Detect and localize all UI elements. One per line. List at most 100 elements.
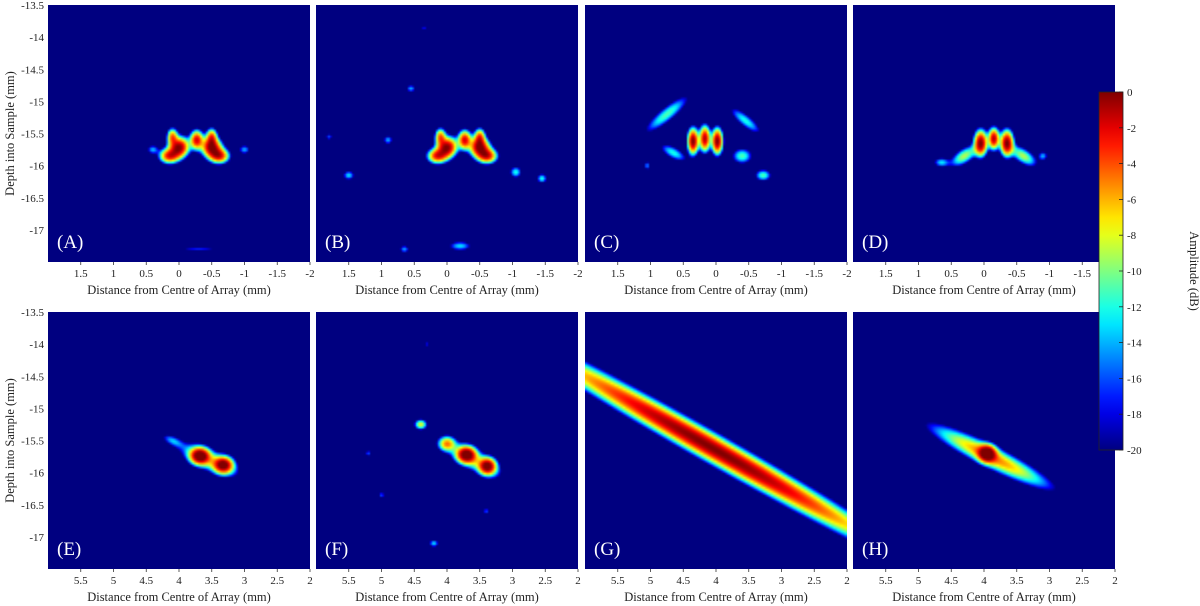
y-tick-label: -13.5 xyxy=(21,307,44,319)
colorbar: 0 -2 -4 -6 -8 -10 -12 -14 -16 -18 -20 Amplitude (dB… xyxy=(1098,87,1200,457)
x-tick-label: 0.5 xyxy=(944,268,958,280)
x-tick-label: 4 xyxy=(981,575,987,587)
x-tick-label: -0.5 xyxy=(203,268,221,280)
x-tick-label: 0 xyxy=(981,268,987,280)
x-tick-label: 2 xyxy=(1112,575,1118,587)
y-tick-label: -14 xyxy=(29,339,44,351)
x-tick-label: 0 xyxy=(444,268,450,280)
x-tick-label: 4 xyxy=(444,575,450,587)
x-tick-label: 0.5 xyxy=(407,268,421,280)
panels-layer: (A) 1.5 1 0.5 0 -0.5 -1 -1.5 -2 Distance from Cen… xyxy=(48,5,1120,604)
panel-label: (B) xyxy=(325,232,350,253)
y-tick-label: -15 xyxy=(29,96,44,108)
panel-label: (G) xyxy=(594,539,620,560)
x-tick-label: 5.5 xyxy=(611,575,625,587)
y-axis-row-2: -13.5 -14 -14.5 -15 -15.5 -16 -16.5 -17 Depth in… xyxy=(3,307,44,544)
x-tick-label: -1 xyxy=(508,268,517,280)
x-tick-label: 1 xyxy=(379,268,385,280)
x-tick-label: -1 xyxy=(240,268,249,280)
colorbar-tick-label: -4 xyxy=(1127,159,1137,171)
y-tick-label: -14 xyxy=(29,32,44,44)
y-tick-label: -15.5 xyxy=(21,129,44,141)
colorbar-tick-label: -8 xyxy=(1127,230,1137,242)
x-tick-label: 5 xyxy=(916,575,922,587)
x-tick-label: -1 xyxy=(1045,268,1054,280)
x-tick-label: 0 xyxy=(176,268,182,280)
x-tick-label: 3.5 xyxy=(1010,575,1024,587)
x-tick-label: -0.5 xyxy=(740,268,758,280)
heatmap-image xyxy=(853,312,1115,569)
x-tick-labels: 5.5 5 4.5 4 3.5 3 2.5 2 xyxy=(879,569,1118,587)
x-tick-label: -1.5 xyxy=(806,268,824,280)
x-tick-label: 2.5 xyxy=(538,575,552,587)
x-axis-label: Distance from Centre of Array (mm) xyxy=(624,590,808,604)
panel-b: (B) 1.5 1 0.5 0 -0.5 -1 -1.5 -2 Distance from Cen… xyxy=(316,5,583,297)
y-tick-label: -15 xyxy=(29,403,44,415)
heatmap-image xyxy=(585,312,847,569)
x-tick-label: 1.5 xyxy=(342,268,356,280)
x-tick-label: -2 xyxy=(573,268,582,280)
x-tick-label: -1.5 xyxy=(1074,268,1092,280)
x-tick-label: 4.5 xyxy=(407,575,421,587)
y-tick-label: -14.5 xyxy=(21,64,44,76)
y-tick-label: -13.5 xyxy=(21,0,44,12)
heatmap-image xyxy=(316,312,578,569)
x-axis-label: Distance from Centre of Array (mm) xyxy=(892,283,1076,297)
x-tick-label: 3.5 xyxy=(205,575,219,587)
x-tick-label: 3 xyxy=(510,575,516,587)
x-tick-label: 4.5 xyxy=(139,575,153,587)
panel-e: (E) 5.5 5 4.5 4 3.5 3 2.5 2 Distance from Centre … xyxy=(48,312,313,604)
x-tick-label: 0.5 xyxy=(676,268,690,280)
x-tick-label: 3.5 xyxy=(473,575,487,587)
colorbar-tick-label: -2 xyxy=(1127,123,1136,135)
x-tick-label: 2 xyxy=(307,575,313,587)
x-tick-label: 5.5 xyxy=(342,575,356,587)
x-axis-label: Distance from Centre of Array (mm) xyxy=(355,590,539,604)
heatmap-image xyxy=(48,312,310,569)
x-tick-labels: 5.5 5 4.5 4 3.5 3 2.5 2 xyxy=(342,569,581,587)
heatmap-image xyxy=(48,5,310,262)
y-tick-label: -17 xyxy=(29,225,44,237)
heatmap-image xyxy=(853,5,1115,262)
panel-label: (C) xyxy=(594,232,619,253)
x-tick-label: 4.5 xyxy=(676,575,690,587)
x-tick-labels: 1.5 1 0.5 0 -0.5 -1 -1.5 -2 xyxy=(74,262,315,280)
x-tick-label: 5.5 xyxy=(879,575,893,587)
x-tick-label: 3 xyxy=(779,575,785,587)
x-tick-label: -2 xyxy=(305,268,314,280)
panel-c: (C) 1.5 1 0.5 0 -0.5 -1 -1.5 -2 Distance from Cen… xyxy=(585,5,852,297)
x-axis-label: Distance from Centre of Array (mm) xyxy=(87,283,271,297)
x-tick-label: 4 xyxy=(176,575,182,587)
y-axes-layer: -13.5 -14 -14.5 -15 -15.5 -16 -16.5 -17 Depth in… xyxy=(3,0,44,544)
panel-label: (A) xyxy=(57,232,83,253)
x-tick-label: 0.5 xyxy=(139,268,153,280)
colorbar-label: Amplitude (dB) xyxy=(1187,231,1200,311)
y-tick-label: -15.5 xyxy=(21,436,44,448)
panel-label: (H) xyxy=(862,539,888,560)
x-tick-label: 2.5 xyxy=(270,575,284,587)
heatmap-image xyxy=(585,5,847,262)
x-tick-labels: 1.510.50-0.5-1-1.5-2 xyxy=(879,262,1120,280)
x-tick-label: 4.5 xyxy=(944,575,958,587)
y-tick-label: -16 xyxy=(29,161,44,173)
panel-label: (F) xyxy=(325,539,348,560)
y-tick-label: -14.5 xyxy=(21,371,44,383)
x-tick-label: 2 xyxy=(844,575,850,587)
panel-a: (A) 1.5 1 0.5 0 -0.5 -1 -1.5 -2 Distance from Cen… xyxy=(48,5,315,297)
x-tick-label: -1 xyxy=(777,268,786,280)
x-tick-label: -1.5 xyxy=(269,268,287,280)
x-tick-label: 5.5 xyxy=(74,575,88,587)
x-tick-label: 1 xyxy=(111,268,117,280)
x-axis-label: Distance from Centre of Array (mm) xyxy=(892,590,1076,604)
x-axis-label: Distance from Centre of Array (mm) xyxy=(624,283,808,297)
colorbar-tick-label: 0 xyxy=(1127,87,1133,99)
x-tick-label: 1.5 xyxy=(74,268,88,280)
colorbar-tick-label: -14 xyxy=(1127,338,1142,350)
panel-g: (G) 5.5 5 4.5 4 3.5 3 2.5 2 Distance from Centre … xyxy=(585,312,850,604)
x-tick-label: 1 xyxy=(916,268,922,280)
x-tick-labels: 5.5 5 4.5 4 3.5 3 2.5 2 xyxy=(611,569,850,587)
colorbar-tick-label: -16 xyxy=(1127,373,1142,385)
